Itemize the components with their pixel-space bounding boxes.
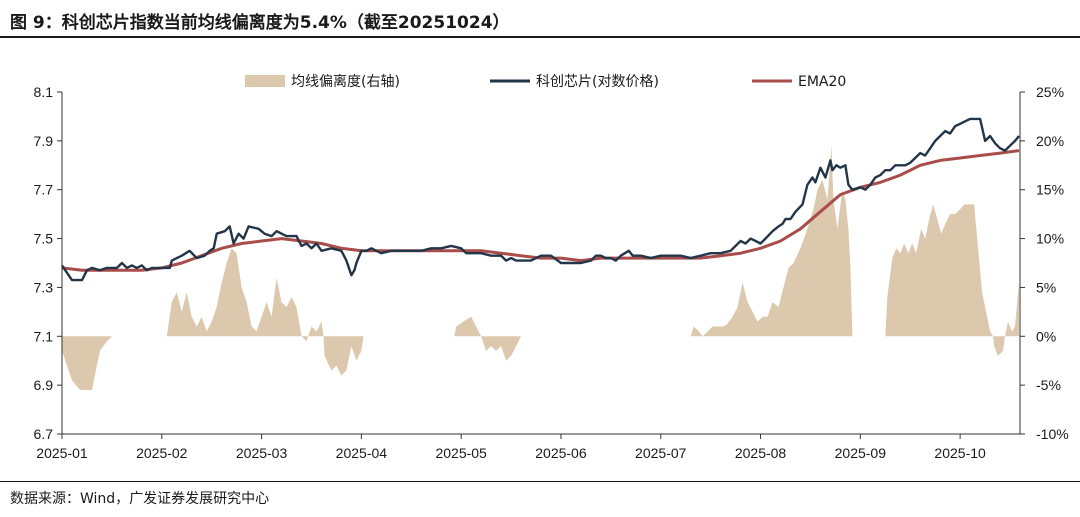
chart-header: 图 9：科创芯片指数当前均线偏离度为5.4%（截至20251024）: [0, 0, 1080, 36]
axis-layer: 8.1 7.9 7.7 7.5 7.3 7.1 6.9 6.7 25% 20% 15% 10% 5% 0%…: [34, 84, 1069, 461]
x-tick-label: 2025-02: [136, 445, 188, 461]
legend-deviation: 均线偏离度(右轴): [245, 73, 400, 90]
x-tick-label: 2025-04: [336, 445, 388, 461]
price-line-layer: [61, 117, 1020, 282]
chart-title: 图 9：科创芯片指数当前均线偏离度为5.4%（截至20251024）: [10, 13, 510, 33]
y-right-tick-label: -10%: [1036, 426, 1069, 442]
series-price-line: [61, 117, 1020, 282]
y-left-tick-label: 8.1: [34, 84, 54, 100]
top-rule: [0, 36, 1080, 38]
y-right-tick-label: 0%: [1036, 328, 1056, 344]
y-left-tick-label: 7.3: [34, 279, 54, 295]
y-left-tick-label: 7.9: [34, 133, 54, 149]
x-tick-label: 2025-01: [36, 445, 88, 461]
y-left-tick-label: 7.1: [34, 328, 54, 344]
y-left-tick-label: 7.7: [34, 182, 54, 198]
y-right-tick-label: 25%: [1036, 84, 1064, 100]
bottom-rule: [0, 481, 1080, 482]
legend-price-label: 科创芯片(对数价格): [536, 74, 659, 90]
series-deviation-area: [62, 145, 1019, 390]
legend-ema20: EMA20: [752, 74, 846, 90]
x-tick-label: 2025-08: [735, 445, 787, 461]
y-right-tick-label: 20%: [1036, 133, 1064, 149]
legend-deviation-swatch: [245, 75, 285, 87]
y-left-tick-label: 6.9: [34, 377, 54, 393]
x-tick-label: 2025-06: [535, 445, 587, 461]
source-note: 数据来源：Wind，广发证券发展研究中心: [10, 491, 270, 507]
x-tick-label: 2025-07: [635, 445, 687, 461]
chart-canvas: 8.1 7.9 7.7 7.5 7.3 7.1 6.9 6.7 25% 20% 15% 10% 5% 0%…: [34, 73, 1069, 461]
deviation-area-layer: [62, 145, 1019, 390]
series-ema20-line: [61, 149, 1020, 272]
x-tick-label: 2025-10: [934, 445, 986, 461]
y-right-tick-label: 15%: [1036, 182, 1064, 198]
x-tick-label: 2025-09: [835, 445, 887, 461]
y-right-tick-label: 5%: [1036, 279, 1056, 295]
x-tick-label: 2025-05: [435, 445, 487, 461]
legend-price: 科创芯片(对数价格): [490, 74, 659, 90]
y-right-tick-label: -5%: [1036, 377, 1061, 393]
y-left-tick-label: 7.5: [34, 231, 54, 247]
x-tick-label: 2025-03: [236, 445, 288, 461]
legend-ema20-label: EMA20: [798, 74, 846, 90]
y-right-tick-label: 10%: [1036, 231, 1064, 247]
y-left-tick-label: 6.7: [34, 426, 54, 442]
legend: 均线偏离度(右轴) 科创芯片(对数价格) EMA20: [245, 73, 846, 90]
legend-deviation-label: 均线偏离度(右轴): [291, 73, 400, 90]
